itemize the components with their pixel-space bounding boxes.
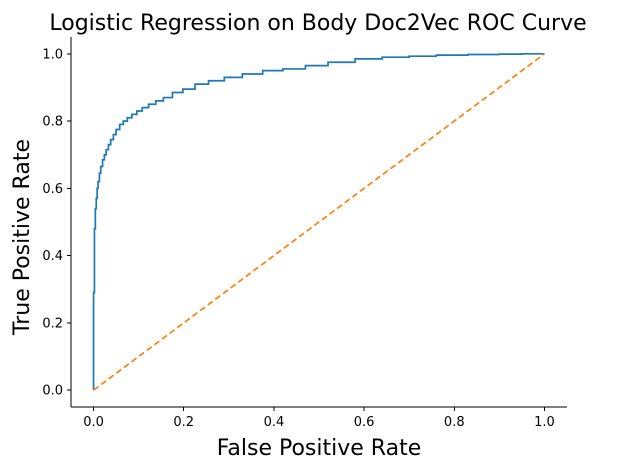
x-tick-label: 1.0 — [534, 415, 555, 430]
x-tick-label: 0.2 — [173, 415, 194, 430]
x-tick-label: 0.8 — [444, 415, 465, 430]
x-tick-label: 0.0 — [83, 415, 104, 430]
y-tick-label: 0.2 — [42, 316, 63, 331]
x-tick-label: 0.6 — [354, 415, 375, 430]
x-axis: 0.0 0.2 0.4 0.6 0.8 1.0 — [83, 407, 555, 430]
y-axis-label: True Positive Rate — [10, 139, 35, 336]
y-tick-label: 0.6 — [42, 182, 63, 197]
roc-curve-line — [92, 52, 545, 391]
x-axis-label: False Positive Rate — [217, 436, 421, 461]
y-tick-label: 1.0 — [42, 47, 63, 62]
x-tick-label: 0.4 — [264, 415, 285, 430]
plot-area — [92, 52, 545, 391]
chance-diagonal-line — [93, 53, 545, 391]
y-tick-label: 0.0 — [42, 384, 63, 399]
y-tick-label: 0.8 — [42, 115, 63, 130]
y-tick-label: 0.4 — [42, 249, 63, 264]
y-axis: 0.0 0.2 0.4 0.6 0.8 1.0 — [42, 47, 71, 399]
chart-title: Logistic Regression on Body Doc2Vec ROC … — [49, 11, 586, 36]
